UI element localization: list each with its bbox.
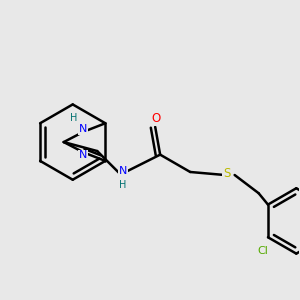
Text: O: O: [152, 112, 161, 125]
Text: N: N: [79, 124, 87, 134]
Text: H: H: [119, 180, 126, 190]
Text: N: N: [118, 167, 127, 176]
Text: S: S: [223, 167, 230, 179]
Text: H: H: [70, 113, 77, 123]
Text: Cl: Cl: [258, 246, 268, 256]
Text: N: N: [79, 150, 87, 161]
